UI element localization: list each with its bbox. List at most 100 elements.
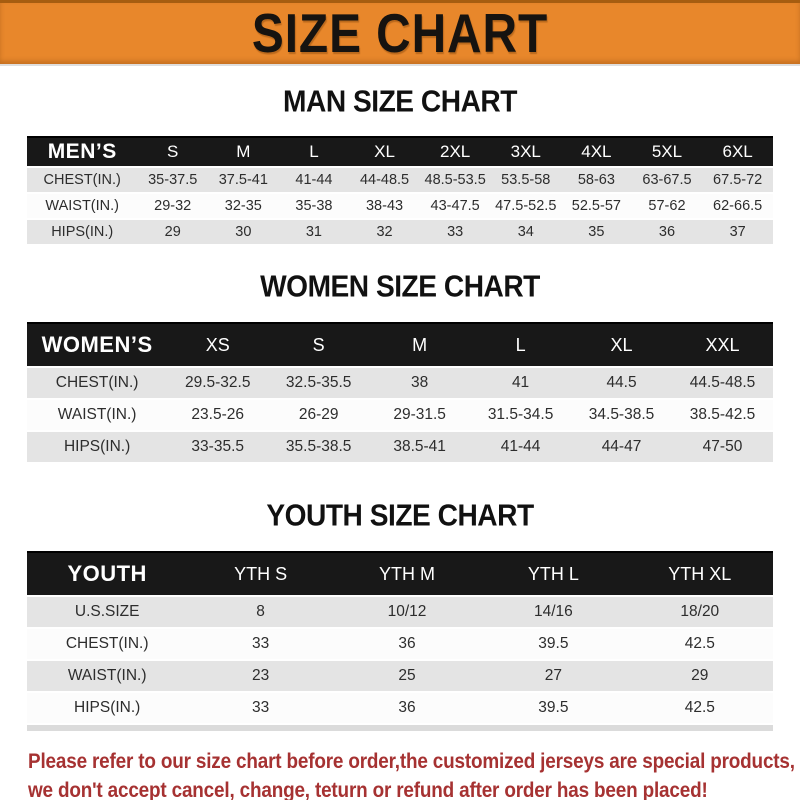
measurement-row: WAIST(IN.) 29-32 32-35 35-38 38-43 43-47.5 47.…: [27, 194, 773, 218]
page-title: SIZE CHART: [251, 3, 549, 64]
measurement-row: HIPS(IN.) 29 30 31 32 33 34 35 36 37: [27, 220, 773, 244]
size-column-header: 5XL: [631, 136, 703, 166]
size-column-header: XL: [571, 322, 672, 366]
size-value-cell: 29: [137, 220, 209, 244]
row-label: WAIST(IN.): [27, 661, 188, 691]
measurement-row: CHEST(IN.) 29.5-32.5 32.5-35.5 38 41 44.5 44.5…: [27, 368, 773, 398]
row-label: HIPS(IN.): [27, 432, 168, 462]
footer-notice: Please refer to our size chart before or…: [28, 747, 800, 800]
size-column-header: YTH XL: [626, 551, 773, 595]
size-value-cell: 18/20: [626, 597, 773, 627]
size-column-header: L: [470, 322, 572, 366]
women-section-heading: WOMEN SIZE CHART: [260, 270, 540, 304]
size-value-cell: 33: [187, 693, 334, 723]
size-value-cell: 27: [480, 661, 627, 691]
size-value-cell: 32.5-35.5: [268, 368, 370, 398]
size-value-cell: 42.5: [626, 693, 773, 723]
youth-size-table: YOUTH YTH S YTH M YTH L YTH XL U.S.SIZE 8 10/12…: [27, 549, 773, 725]
size-value-cell: 67.5-72: [702, 168, 773, 192]
size-value-cell: 29-32: [137, 194, 209, 218]
youth-size-table-container: YOUTH YTH S YTH M YTH L YTH XL U.S.SIZE 8 10/12…: [0, 549, 800, 725]
size-column-header: YTH S: [187, 551, 334, 595]
men-section-heading: MAN SIZE CHART: [283, 85, 517, 119]
size-value-cell: 47-50: [672, 432, 773, 462]
size-column-header: XS: [167, 322, 269, 366]
size-value-cell: 47.5-52.5: [490, 194, 562, 218]
size-value-cell: 8: [187, 597, 334, 627]
size-value-cell: 38.5-41: [369, 432, 471, 462]
row-label: HIPS(IN.): [27, 693, 188, 723]
size-value-cell: 25: [333, 661, 481, 691]
measurement-row: HIPS(IN.) 33 36 39.5 42.5: [27, 693, 773, 723]
size-column-header: M: [369, 322, 471, 366]
size-value-cell: 39.5: [480, 629, 627, 659]
size-value-cell: 33: [187, 629, 334, 659]
size-value-cell: 32-35: [208, 194, 279, 218]
mens-header-row: MEN’S S M L XL 2XL 3XL 4XL 5XL 6XL: [27, 136, 773, 166]
size-value-cell: 38: [369, 368, 471, 398]
row-label: CHEST(IN.): [27, 368, 168, 398]
size-column-header: XXL: [672, 322, 773, 366]
size-value-cell: 29: [626, 661, 773, 691]
size-value-cell: 31.5-34.5: [470, 400, 572, 430]
measurement-row: CHEST(IN.) 35-37.5 37.5-41 41-44 44-48.5 48.5…: [27, 168, 773, 192]
measurement-row: U.S.SIZE 8 10/12 14/16 18/20: [27, 597, 773, 627]
measurement-row: WAIST(IN.) 23.5-26 26-29 29-31.5 31.5-34.5 34…: [27, 400, 773, 430]
size-value-cell: 14/16: [480, 597, 627, 627]
youth-section: YOUTH SIZE CHART YOUTH YTH S YTH M YTH L YTH…: [0, 499, 800, 731]
row-label: WAIST(IN.): [27, 400, 168, 430]
size-value-cell: 34: [490, 220, 562, 244]
size-value-cell: 44.5-48.5: [672, 368, 773, 398]
size-column-header: S: [268, 322, 370, 366]
size-value-cell: 29.5-32.5: [167, 368, 269, 398]
measurement-row: WAIST(IN.) 23 25 27 29: [27, 661, 773, 691]
women-section: WOMEN SIZE CHART WOMEN’S XS S M L XL XXL CHEST(…: [0, 270, 800, 464]
size-value-cell: 36: [333, 629, 481, 659]
size-value-cell: 34.5-38.5: [571, 400, 672, 430]
size-column-header: XL: [349, 136, 420, 166]
youth-section-heading: YOUTH SIZE CHART: [266, 499, 534, 533]
womens-size-table: WOMEN’S XS S M L XL XXL CHEST(IN.) 29.5-32.5 32.5…: [27, 320, 773, 464]
size-value-cell: 63-67.5: [631, 168, 703, 192]
mens-table-title: MEN’S: [27, 136, 138, 166]
size-value-cell: 48.5-53.5: [419, 168, 491, 192]
size-column-header: 2XL: [419, 136, 491, 166]
size-value-cell: 30: [208, 220, 279, 244]
youth-table-title: YOUTH: [27, 551, 188, 595]
banner: SIZE CHART: [0, 0, 800, 64]
size-value-cell: 35-37.5: [137, 168, 209, 192]
size-value-cell: 23: [187, 661, 334, 691]
size-value-cell: 44.5: [571, 368, 672, 398]
size-column-header: YTH M: [333, 551, 481, 595]
size-column-header: S: [137, 136, 209, 166]
size-value-cell: 36: [631, 220, 703, 244]
size-value-cell: 44-47: [571, 432, 672, 462]
size-value-cell: 32: [349, 220, 420, 244]
row-label: HIPS(IN.): [27, 220, 138, 244]
measurement-row: CHEST(IN.) 33 36 39.5 42.5: [27, 629, 773, 659]
womens-table-title: WOMEN’S: [27, 322, 168, 366]
notice-line-1: Please refer to our size chart before or…: [28, 749, 795, 773]
size-value-cell: 37.5-41: [208, 168, 279, 192]
size-value-cell: 35.5-38.5: [268, 432, 370, 462]
notice-line-2: we don't accept cancel, change, teturn o…: [28, 778, 708, 800]
size-value-cell: 53.5-58: [490, 168, 562, 192]
size-value-cell: 33-35.5: [167, 432, 269, 462]
size-value-cell: 58-63: [561, 168, 632, 192]
size-value-cell: 38.5-42.5: [672, 400, 773, 430]
measurement-row: HIPS(IN.) 33-35.5 35.5-38.5 38.5-41 41-44 44-…: [27, 432, 773, 462]
row-label: U.S.SIZE: [27, 597, 188, 627]
size-value-cell: 41-44: [278, 168, 350, 192]
size-value-cell: 42.5: [626, 629, 773, 659]
size-column-header: 4XL: [561, 136, 632, 166]
men-size-table-container: MEN’S S M L XL 2XL 3XL 4XL 5XL 6XL CHEST(IN.) 35-37…: [0, 134, 800, 246]
youth-header-row: YOUTH YTH S YTH M YTH L YTH XL: [27, 551, 773, 595]
youth-table-bottom-edge: [27, 725, 773, 731]
size-column-header: 6XL: [702, 136, 773, 166]
size-value-cell: 38-43: [349, 194, 420, 218]
men-section: MAN SIZE CHART MEN’S S M L XL 2XL 3XL 4XL 5XL 6XL…: [0, 85, 800, 246]
size-column-header: M: [208, 136, 279, 166]
size-value-cell: 62-66.5: [702, 194, 773, 218]
size-value-cell: 31: [278, 220, 350, 244]
